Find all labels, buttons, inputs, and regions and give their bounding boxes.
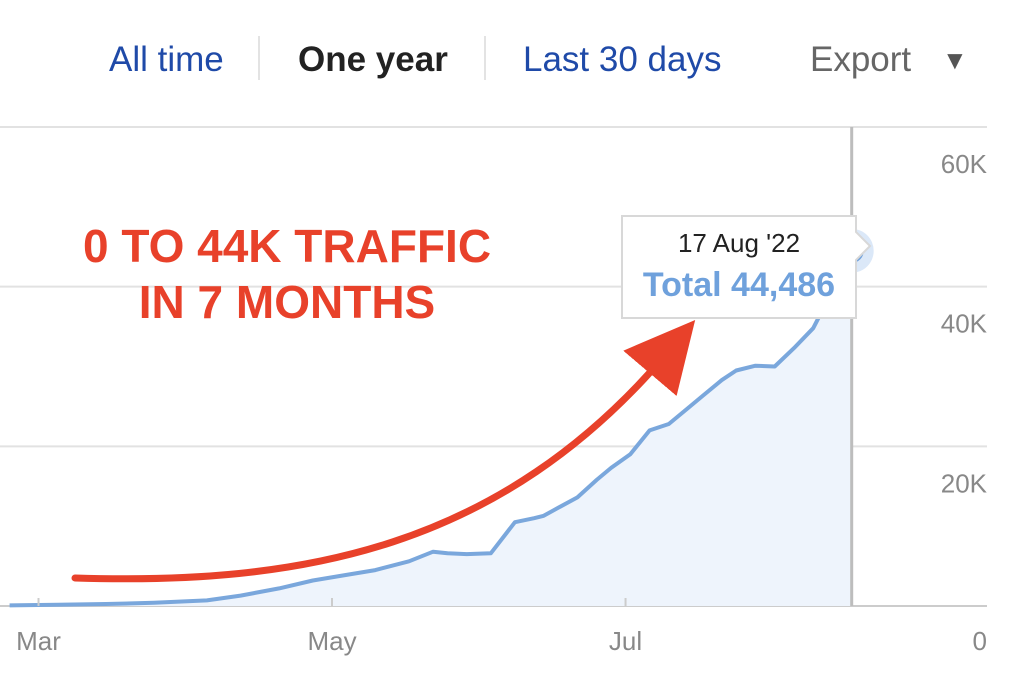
tab-all-time[interactable]: All time: [109, 40, 224, 79]
y-tick-label: 0: [973, 626, 987, 656]
x-tick-label: Mar: [16, 626, 61, 656]
x-tick-label: May: [307, 626, 356, 656]
traffic-area: [9, 250, 852, 606]
tab-divider: [484, 36, 486, 80]
annotation-arrow: [71, 319, 696, 583]
y-tick-label: 20K: [941, 468, 988, 498]
tab-divider: [258, 36, 260, 80]
annotation: 0 TO 44K TRAFFIC IN 7 MONTHS: [71, 220, 696, 583]
x-tick-label: Jul: [609, 626, 642, 656]
y-tick-label: 40K: [941, 309, 988, 339]
toolbar: All time One year Last 30 days Export ▼: [0, 0, 1024, 120]
tab-one-year[interactable]: One year: [298, 40, 448, 79]
annotation-line-1: 0 TO 44K TRAFFIC: [83, 220, 491, 272]
x-axis: Mar May Jul: [16, 598, 642, 656]
tooltip: 17 Aug '22 Total 44,486: [621, 215, 872, 319]
caret-down-icon[interactable]: ▼: [942, 45, 968, 75]
traffic-line: [9, 249, 854, 608]
tooltip-total: Total 44,486: [643, 266, 835, 304]
tooltip-date: 17 Aug '22: [678, 228, 800, 258]
tab-last-30-days[interactable]: Last 30 days: [523, 40, 722, 79]
y-axis: 0 20K 40K 60K: [941, 149, 988, 656]
annotation-line-2: IN 7 MONTHS: [139, 276, 435, 328]
y-tick-label: 60K: [941, 149, 988, 179]
export-button[interactable]: Export: [810, 40, 912, 79]
